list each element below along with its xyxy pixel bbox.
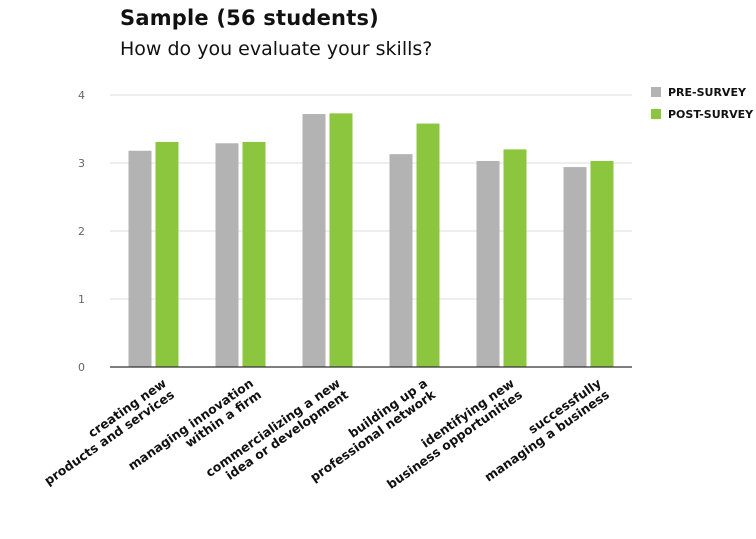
chart-subtitle: How do you evaluate your skills? [120,38,433,60]
legend-item-pre-survey: PRE-SURVEY [651,81,753,103]
category-labels: creating newproducts and servicesmanagin… [33,375,612,492]
bar-post-survey-5 [590,160,614,367]
legend-swatch-post-survey [651,109,661,119]
bar-pre-survey-3 [389,154,413,367]
bar-pre-survey-5 [563,167,587,367]
x-tick-label-0: creating newproducts and services [33,375,177,488]
legend-label-pre-survey: PRE-SURVEY [668,85,746,99]
y-tick-label-0: 0 [78,361,85,374]
legend-swatch-pre-survey [651,87,661,97]
chart-title: Sample (56 students) [120,6,379,30]
bars [128,113,614,367]
bar-pre-survey-2 [302,114,326,367]
bar-pre-survey-4 [476,160,500,367]
legend-item-post-survey: POST-SURVEY [651,103,753,125]
y-tick-label-4: 4 [78,89,85,102]
legend: PRE-SURVEY POST-SURVEY [651,81,753,125]
bar-pre-survey-0 [128,150,152,367]
y-tick-label-1: 1 [78,293,85,306]
y-tick-label-3: 3 [78,157,85,170]
bar-post-survey-4 [503,149,527,367]
bar-post-survey-3 [416,123,440,367]
bar-post-survey-1 [242,141,266,367]
bar-pre-survey-1 [215,143,239,367]
y-tick-label-2: 2 [78,225,85,238]
x-tick-label-line: products and services [41,387,177,488]
bar-post-survey-2 [329,113,353,367]
legend-label-post-survey: POST-SURVEY [668,107,754,121]
gridlines: 0 1 2 3 4 [78,89,632,374]
bar-post-survey-0 [155,141,179,367]
